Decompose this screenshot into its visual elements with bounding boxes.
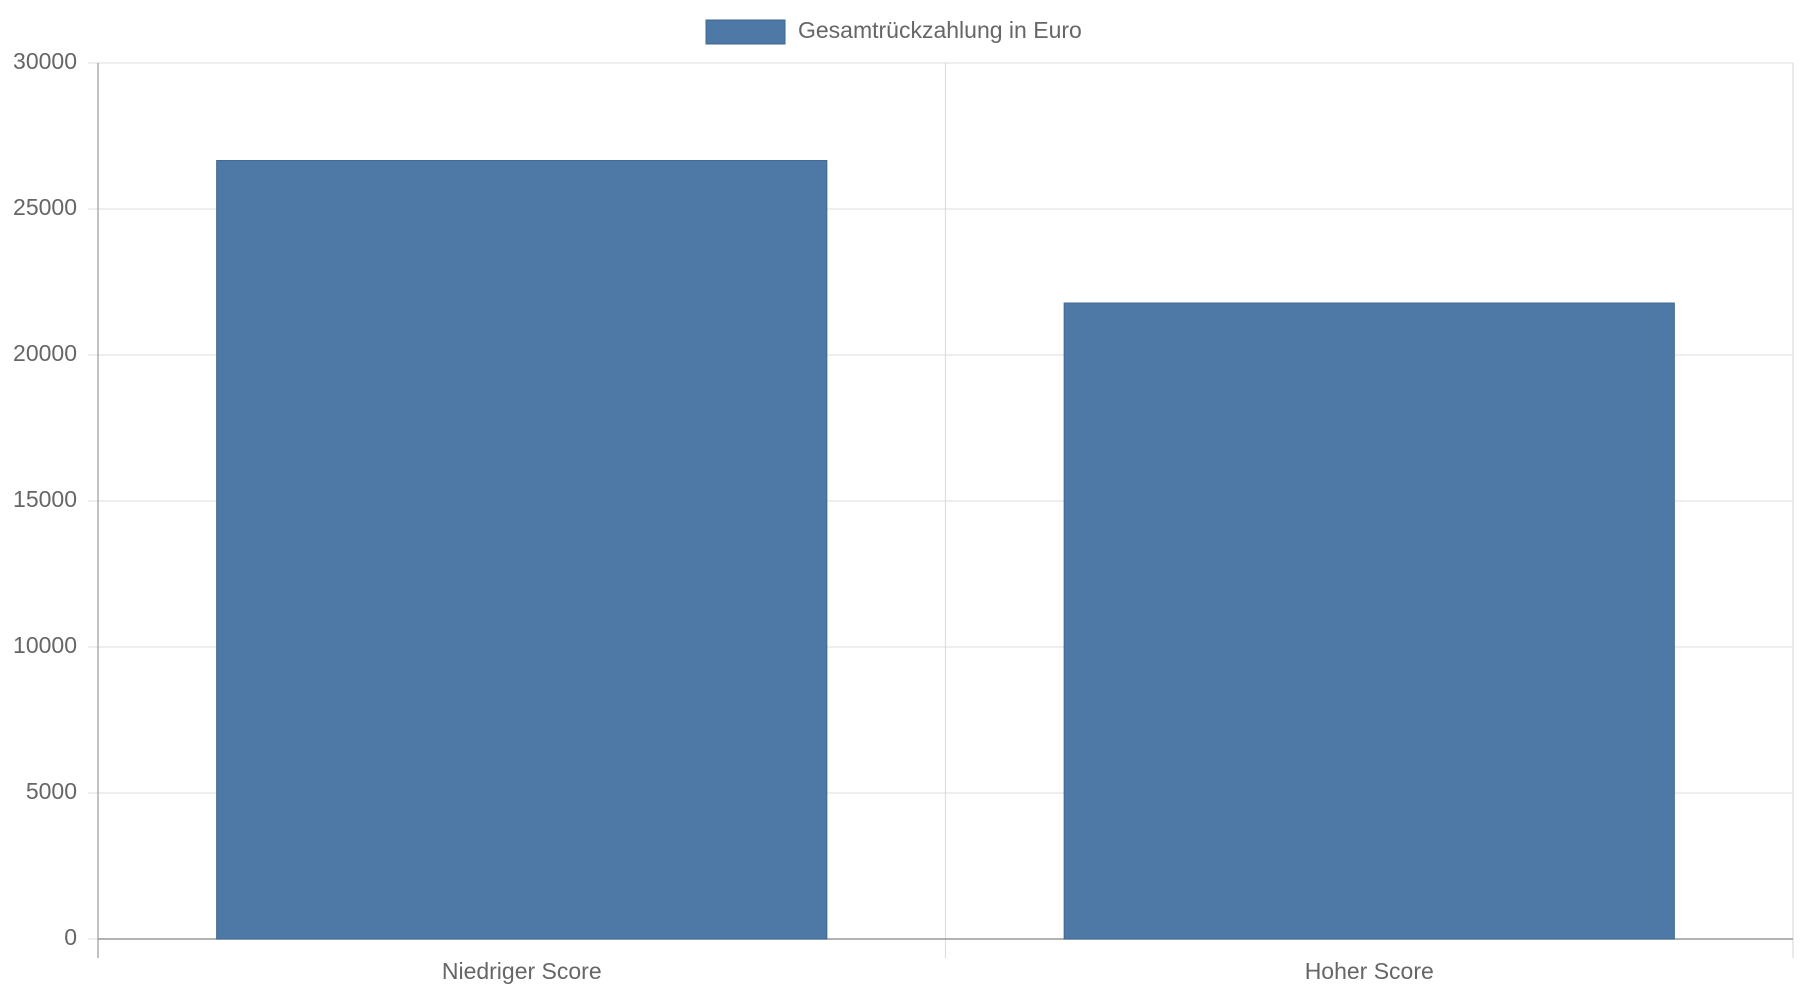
y-tick-label: 15000 <box>13 486 77 512</box>
y-tick-label: 0 <box>64 924 77 950</box>
bar <box>1063 302 1675 940</box>
y-tick-label: 10000 <box>13 632 77 658</box>
legend-swatch <box>705 19 786 45</box>
x-tick-label: Hoher Score <box>1305 958 1434 984</box>
y-tick-label: 20000 <box>13 340 77 366</box>
y-tick-label: 30000 <box>13 48 77 74</box>
y-tick-label: 5000 <box>26 778 77 804</box>
bar <box>216 160 828 940</box>
x-tick-label: Niedriger Score <box>442 958 602 984</box>
legend-label: Gesamtrückzahlung in Euro <box>798 17 1082 43</box>
y-tick-label: 25000 <box>13 194 77 220</box>
